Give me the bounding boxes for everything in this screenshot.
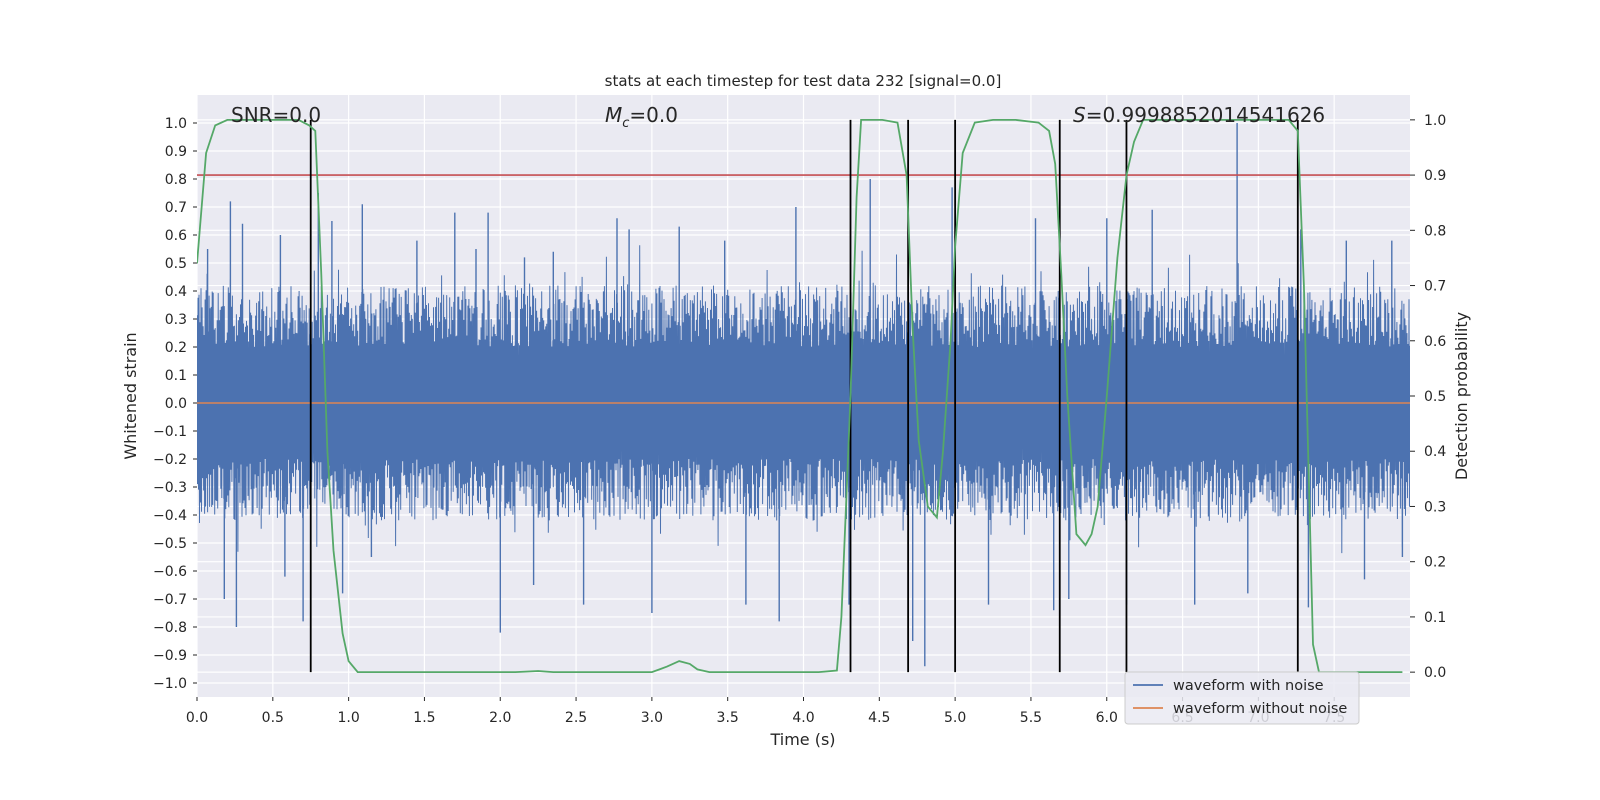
y-tick-label: −0.9: [153, 648, 187, 664]
y-tick-label: 0.4: [165, 284, 187, 300]
x-tick-label: 5.5: [1020, 710, 1042, 726]
y-tick-label: −0.4: [153, 508, 187, 524]
y-tick-label: −0.5: [153, 536, 187, 552]
y-tick-label: −0.6: [153, 564, 187, 580]
y2-axis-ticks: 1.0 0.9 0.8 0.7 0.6 0.5 0.4 0.3 0.2 0.1 0.0: [1410, 113, 1446, 681]
y2-axis-label: Detection probability: [1452, 312, 1471, 480]
y2-tick-label: 0.9: [1424, 168, 1446, 184]
y-tick-label: 1.0: [165, 116, 187, 132]
y-tick-label: 0.6: [165, 228, 187, 244]
s-value: =0.9998852014541626: [1086, 103, 1325, 127]
y-axis-label: Whitened strain: [121, 332, 140, 459]
y2-tick-label: 0.1: [1424, 610, 1446, 626]
y-tick-label: 0.8: [165, 172, 187, 188]
series-waveform-with-noise: [197, 245, 1410, 554]
y2-tick-label: 0.7: [1424, 279, 1446, 295]
x-tick-label: 6.0: [1096, 710, 1118, 726]
x-tick-label: 4.0: [792, 710, 814, 726]
series-detection-probability: [197, 119, 1403, 673]
x-tick-label: 1.0: [337, 710, 359, 726]
y-axis-ticks: 1.0 0.9 0.8 0.7 0.6 0.5 0.4 0.3 0.2 0.1 0.0 −0.1 −0.…: [153, 116, 197, 692]
s-annotation: S=0.9998852014541626: [1073, 103, 1325, 127]
legend: waveform with noise waveform without noi…: [1124, 671, 1360, 725]
y2-tick-label: 0.5: [1424, 389, 1446, 405]
y2-tick-label: 0.8: [1424, 223, 1446, 239]
y-tick-label: 0.7: [165, 200, 187, 216]
legend-label-noisy: waveform with noise: [1173, 678, 1324, 694]
x-tick-label: 0.5: [262, 710, 284, 726]
chirp-mass-subscript: c: [622, 116, 629, 131]
x-tick-label: 2.0: [489, 710, 511, 726]
y-tick-label: 0.3: [165, 312, 187, 328]
x-tick-label: 0.0: [186, 710, 208, 726]
x-tick-label: 3.0: [641, 710, 663, 726]
x-tick-label: 2.5: [565, 710, 587, 726]
y2-tick-label: 0.3: [1424, 499, 1446, 515]
y-tick-label: −0.1: [153, 424, 187, 440]
s-symbol: S: [1073, 103, 1086, 127]
legend-label-clean: waveform without noise: [1173, 701, 1347, 717]
y-tick-label: 0.0: [165, 396, 187, 412]
chirp-mass-symbol: M: [605, 103, 622, 127]
legend-box: [1124, 671, 1360, 725]
chirp-mass-annotation: Mc=0.0: [605, 103, 678, 131]
x-tick-label: 4.5: [868, 710, 890, 726]
y2-tick-label: 1.0: [1424, 113, 1446, 129]
y2-tick-label: 0.4: [1424, 444, 1446, 460]
x-tick-label: 5.0: [944, 710, 966, 726]
detection-markers: [309, 119, 1299, 673]
x-tick-label: 1.5: [413, 710, 435, 726]
snr-annotation: SNR=0.0: [231, 103, 321, 127]
y-tick-label: −0.3: [153, 480, 187, 496]
y-tick-label: 0.1: [165, 368, 187, 384]
y-tick-label: 0.2: [165, 340, 187, 356]
x-axis-label: Time (s): [769, 730, 835, 749]
y-tick-label: −0.2: [153, 452, 187, 468]
y-tick-label: 0.9: [165, 144, 187, 160]
y-tick-label: 0.5: [165, 256, 187, 272]
x-tick-label: 3.5: [717, 710, 739, 726]
chart-title: stats at each timestep for test data 232…: [605, 72, 1002, 90]
y2-tick-label: 0.2: [1424, 555, 1446, 571]
y2-tick-label: 0.0: [1424, 665, 1446, 681]
y-tick-label: −0.7: [153, 592, 187, 608]
y2-tick-label: 0.6: [1424, 334, 1446, 350]
y-tick-label: −1.0: [153, 676, 187, 692]
y-tick-label: −0.8: [153, 620, 187, 636]
chirp-mass-value: =0.0: [629, 103, 678, 127]
